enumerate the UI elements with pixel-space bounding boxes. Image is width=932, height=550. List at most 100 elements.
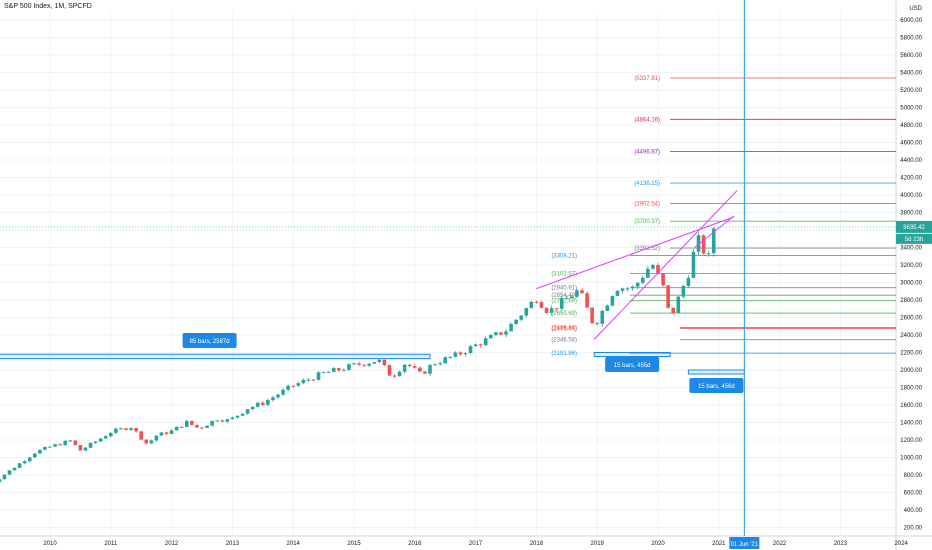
candle-body bbox=[539, 302, 544, 308]
candle-body bbox=[22, 461, 27, 464]
candle-body bbox=[656, 264, 660, 274]
candle-body bbox=[473, 344, 478, 347]
candle-body bbox=[326, 371, 331, 373]
range-label-bg bbox=[689, 378, 744, 393]
candle-body bbox=[554, 308, 559, 310]
price-tick-label: 1000.00 bbox=[900, 456, 922, 462]
time-tick-label: 2016 bbox=[408, 541, 422, 547]
candle-body bbox=[114, 428, 118, 433]
candle-body bbox=[635, 282, 640, 287]
candle-body bbox=[240, 413, 245, 416]
candle-body bbox=[423, 371, 427, 374]
candle-body bbox=[448, 356, 453, 358]
trend-line bbox=[593, 190, 738, 340]
candle-body bbox=[585, 293, 589, 308]
candle-body bbox=[93, 441, 98, 443]
price-tick-label: 2200.00 bbox=[900, 351, 922, 357]
time-tick-label: 2019 bbox=[591, 541, 605, 547]
price-tick-label: 1800.00 bbox=[900, 386, 922, 392]
candle-body bbox=[12, 467, 17, 471]
cursor-date-label: 01 Jun '21 bbox=[731, 542, 759, 548]
price-tick-label: 600.00 bbox=[904, 491, 923, 497]
candle-body bbox=[311, 379, 316, 381]
price-tick-label: 4400.00 bbox=[900, 158, 922, 164]
candle-body bbox=[387, 365, 392, 376]
time-tick-label: 2017 bbox=[469, 541, 483, 547]
candle-body bbox=[139, 431, 143, 440]
candle-body bbox=[681, 285, 686, 297]
candle-body bbox=[261, 402, 265, 405]
price-tick-label: 6000.00 bbox=[900, 18, 922, 24]
candle-body bbox=[63, 440, 67, 446]
candle-body bbox=[144, 439, 149, 444]
price-tick-label: 400.00 bbox=[904, 508, 923, 514]
candle-body bbox=[524, 308, 529, 316]
price-tick-label: 800.00 bbox=[904, 473, 923, 479]
candle-body bbox=[78, 445, 83, 451]
candle-body bbox=[7, 470, 12, 475]
candle-body bbox=[154, 435, 159, 441]
range-label: 15 bars, 455d bbox=[614, 363, 651, 369]
countdown-label: 5d 23h bbox=[905, 237, 923, 243]
candle-body bbox=[17, 463, 22, 468]
candle-body bbox=[73, 440, 78, 446]
candle-body bbox=[372, 362, 377, 364]
candle-body bbox=[129, 428, 133, 430]
level-label: (3902.54) bbox=[634, 202, 660, 208]
candle-body bbox=[504, 331, 508, 335]
range-label-bg bbox=[182, 333, 237, 348]
candle-body bbox=[88, 442, 93, 448]
price-tick-label: 2600.00 bbox=[900, 316, 922, 322]
price-tick-label: 3800.00 bbox=[900, 211, 922, 217]
candle-body bbox=[58, 444, 62, 446]
level-label: (2940.91) bbox=[551, 286, 577, 292]
candle-body bbox=[250, 406, 255, 410]
candle-body bbox=[2, 474, 7, 480]
candle-body bbox=[605, 305, 610, 311]
time-tick-label: 2010 bbox=[43, 541, 57, 547]
candle-body bbox=[352, 363, 356, 365]
price-tick-label: 1200.00 bbox=[900, 438, 922, 444]
candle-body bbox=[134, 428, 138, 432]
candle-body bbox=[433, 364, 437, 366]
candle-body bbox=[575, 290, 579, 297]
level-label: (2792.69) bbox=[551, 299, 577, 305]
candle-body bbox=[33, 453, 37, 458]
candle-body bbox=[205, 425, 209, 428]
candle-body bbox=[235, 415, 240, 418]
candle-body bbox=[347, 364, 351, 370]
candle-body bbox=[676, 296, 681, 314]
candle-body bbox=[306, 379, 311, 381]
candle-body bbox=[615, 290, 620, 296]
date-range-box bbox=[0, 353, 431, 360]
level-label: (2346.58) bbox=[551, 338, 577, 344]
candle-body bbox=[382, 359, 387, 366]
range-label-bg bbox=[605, 357, 660, 372]
candle-body bbox=[407, 364, 412, 367]
last-price-badge bbox=[896, 220, 932, 233]
candle-body bbox=[402, 364, 407, 372]
time-tick-label: 2020 bbox=[651, 541, 665, 547]
date-range-box bbox=[687, 369, 745, 375]
candle-body bbox=[119, 428, 123, 430]
price-tick-label: 4800.00 bbox=[900, 123, 922, 129]
candle-body bbox=[38, 449, 42, 454]
candle-body bbox=[559, 298, 564, 309]
time-tick-label: 2013 bbox=[226, 541, 240, 547]
level-label: (3393.52) bbox=[634, 246, 660, 252]
price-tick-label: 3200.00 bbox=[900, 263, 922, 269]
candle-body bbox=[83, 447, 88, 451]
candle-body bbox=[706, 253, 711, 255]
candle-body bbox=[600, 310, 605, 324]
time-tick-label: 2015 bbox=[347, 541, 361, 547]
candle-body bbox=[499, 332, 503, 335]
candle-body bbox=[671, 307, 675, 314]
candle-body bbox=[200, 427, 204, 429]
level-label: (3102.57) bbox=[551, 272, 577, 278]
candle-body bbox=[185, 420, 189, 427]
price-tick-label: 5400.00 bbox=[900, 71, 922, 77]
countdown-badge bbox=[896, 233, 932, 244]
range-label: 15 bars, 456d bbox=[698, 384, 735, 390]
candle-body bbox=[494, 332, 498, 336]
